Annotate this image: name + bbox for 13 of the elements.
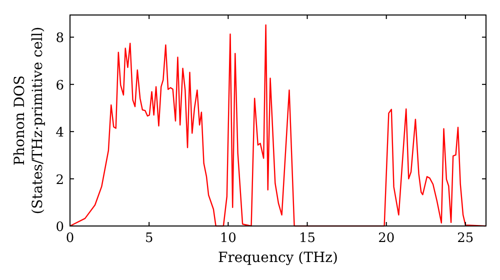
y-tick-label: 6 bbox=[56, 78, 64, 94]
x-tick-label: 15 bbox=[298, 231, 316, 246]
y-tick-label: 2 bbox=[56, 172, 64, 188]
y-tick-label: 4 bbox=[56, 126, 64, 141]
x-tick-label: 10 bbox=[220, 231, 236, 246]
y-tick-label: 8 bbox=[56, 31, 64, 46]
x-tick-label: 25 bbox=[457, 231, 474, 246]
y-axis-title: Phonon DOS (States/THz·primitive cell) bbox=[12, 26, 46, 214]
x-tick-label: 20 bbox=[378, 231, 395, 246]
x-tick-label: 0 bbox=[66, 231, 74, 246]
x-tick-label: 5 bbox=[144, 231, 154, 246]
y-tick-label: 0 bbox=[56, 220, 64, 235]
x-axis-title: Frequency (THz) bbox=[218, 250, 338, 266]
